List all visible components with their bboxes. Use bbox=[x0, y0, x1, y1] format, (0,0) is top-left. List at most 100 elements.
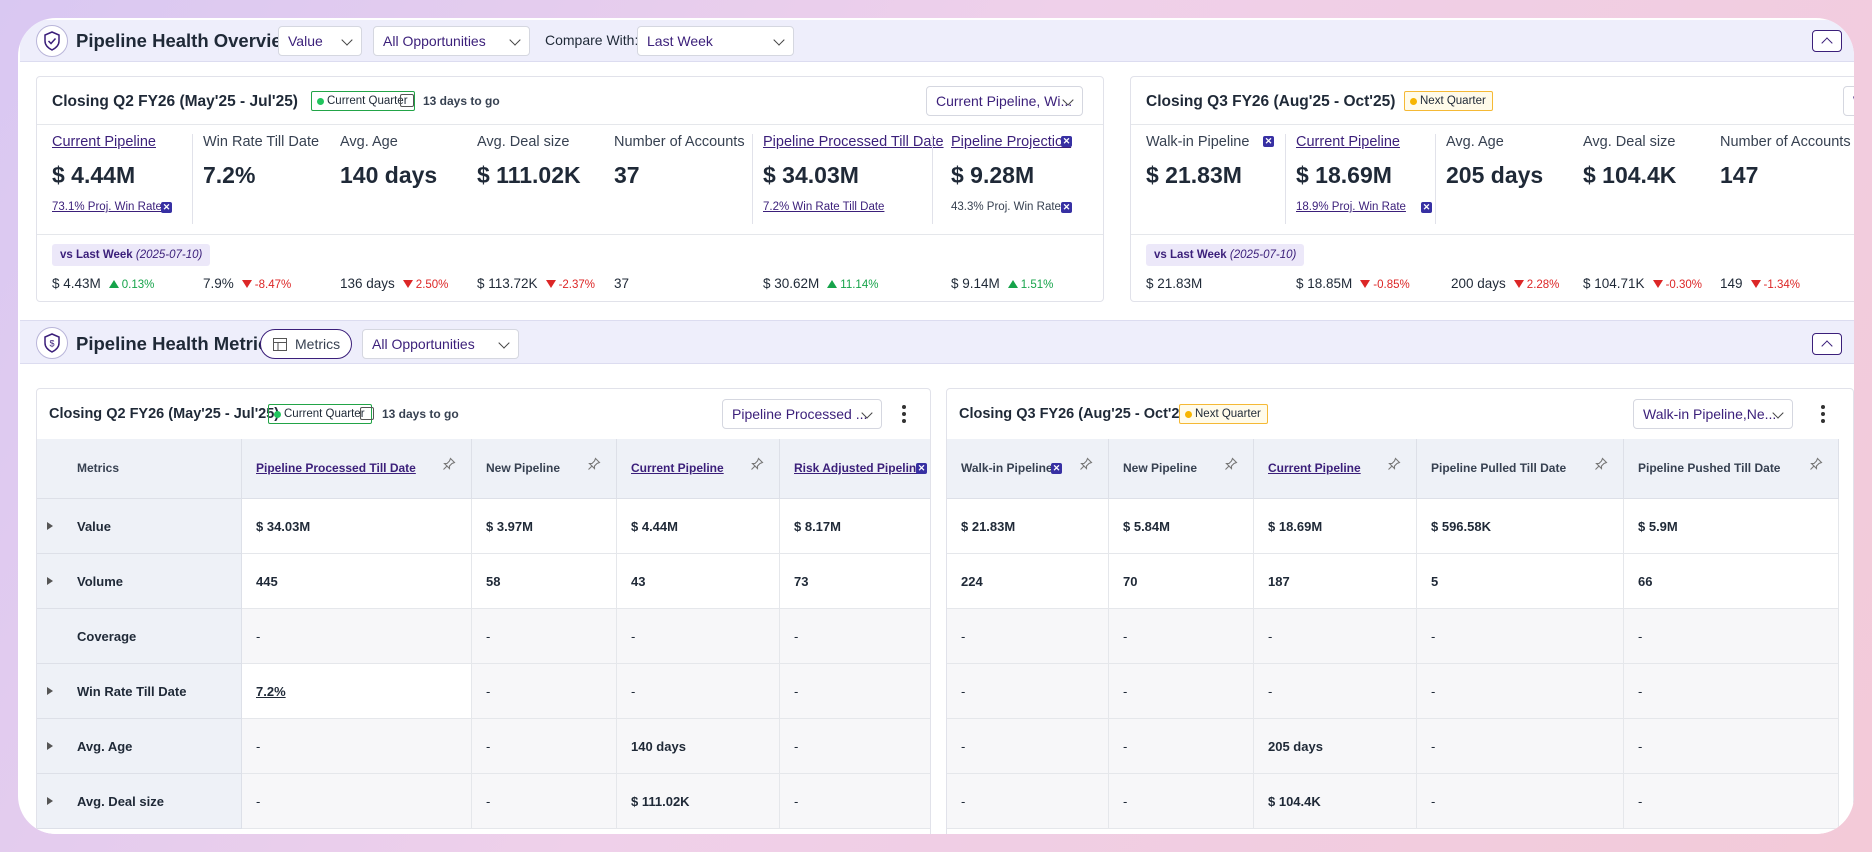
kpi-value: $ 9.28M bbox=[951, 162, 1035, 188]
pin-icon[interactable] bbox=[1387, 457, 1401, 471]
svg-text:$: $ bbox=[49, 339, 54, 349]
column-header[interactable]: Risk Adjusted Pipeline ✕ bbox=[780, 439, 930, 499]
column-header[interactable]: Current Pipeline bbox=[1254, 439, 1417, 499]
kpi-label: Avg. Age bbox=[340, 134, 398, 150]
kpi-label[interactable]: Current Pipeline bbox=[1296, 134, 1400, 150]
compare-select[interactable]: Last Week bbox=[637, 26, 794, 56]
divider bbox=[1435, 134, 1436, 224]
opportunities-select[interactable]: All Opportunities bbox=[373, 26, 530, 56]
column-header[interactable]: Pipeline Pushed Till Date bbox=[1624, 439, 1839, 499]
column-header[interactable]: New Pipeline bbox=[1109, 439, 1254, 499]
cell-value: - bbox=[486, 684, 491, 699]
q2-metrics-view-label: Pipeline Processed ... bbox=[732, 406, 868, 422]
row-label[interactable]: Volume bbox=[37, 554, 242, 609]
pin-icon[interactable] bbox=[1079, 457, 1093, 471]
kpi-label[interactable]: Pipeline Projection bbox=[951, 134, 1072, 150]
metrics-view-button[interactable]: Metrics bbox=[260, 329, 352, 359]
cell-value: 73 bbox=[794, 574, 809, 589]
cell-value: - bbox=[631, 684, 636, 699]
q2-card-title: Closing Q2 FY26 (May'25 - Jul'25) bbox=[52, 93, 298, 110]
app-content: Pipeline Health Overview Value All Oppor… bbox=[20, 20, 1854, 834]
table-cell: - bbox=[1624, 664, 1839, 719]
pin-icon[interactable] bbox=[587, 457, 601, 471]
overview-title: Pipeline Health Overview bbox=[76, 30, 297, 51]
pin-icon[interactable] bbox=[1809, 457, 1823, 471]
status-dot-icon bbox=[317, 98, 324, 105]
cell-value: - bbox=[794, 739, 799, 754]
row-label[interactable]: Avg. Age bbox=[37, 719, 242, 774]
kpi-label[interactable]: Current Pipeline bbox=[52, 134, 156, 150]
expand-caret-icon[interactable] bbox=[47, 577, 53, 585]
change-percent: -0.30% bbox=[1665, 279, 1702, 291]
column-header[interactable]: New Pipeline bbox=[472, 439, 617, 499]
row-label[interactable]: Win Rate Till Date bbox=[37, 664, 242, 719]
metrics-logo-icon: $ bbox=[36, 327, 68, 359]
q3-overview-card: Closing Q3 FY26 (Aug'25 - Oct'25) Next Q… bbox=[1130, 76, 1854, 302]
column-header[interactable]: Pipeline Processed Till Date bbox=[242, 439, 472, 499]
calendar-icon bbox=[360, 407, 374, 420]
table-cell: $ 34.03M bbox=[242, 499, 472, 554]
column-header[interactable]: Pipeline Pulled Till Date bbox=[1417, 439, 1624, 499]
collapse-metrics-button[interactable] bbox=[1812, 333, 1842, 355]
collapse-overview-button[interactable] bbox=[1812, 30, 1842, 52]
pin-icon[interactable] bbox=[442, 457, 456, 471]
row-label[interactable]: Coverage bbox=[37, 609, 242, 664]
column-header[interactable]: Walk-in Pipeline ✕ bbox=[947, 439, 1109, 499]
expand-caret-icon[interactable] bbox=[47, 522, 53, 530]
table-cell: - bbox=[472, 774, 617, 829]
cell-value: - bbox=[1123, 739, 1128, 754]
q2-metrics-view-select[interactable]: Pipeline Processed ... bbox=[722, 399, 882, 429]
pin-icon[interactable] bbox=[750, 457, 764, 471]
compare-value: $ 104.71K -0.30% bbox=[1583, 276, 1702, 291]
row-label-text: Volume bbox=[77, 574, 123, 589]
metrics-title: Pipeline Health Metrics bbox=[76, 333, 279, 354]
table-cell: - bbox=[1417, 774, 1624, 829]
compare-value: $ 4.43M 0.13% bbox=[52, 276, 154, 291]
cell-value: $ 596.58K bbox=[1431, 519, 1491, 534]
table-cell: - bbox=[1109, 719, 1254, 774]
q2-overview-card: Closing Q2 FY26 (May'25 - Jul'25) Curren… bbox=[36, 76, 1104, 302]
kpi-sub[interactable]: 7.2% Win Rate Till Date bbox=[763, 201, 885, 213]
compare-amount: 149 bbox=[1720, 276, 1743, 291]
kpi-label[interactable]: Pipeline Processed Till Date bbox=[763, 134, 944, 150]
badge-label: Next Quarter bbox=[1195, 408, 1261, 420]
expand-caret-icon[interactable] bbox=[47, 742, 53, 750]
compare-value: 7.9% -8.47% bbox=[203, 276, 291, 291]
q3-view-select[interactable]: Wa bbox=[1843, 86, 1854, 116]
more-options-icon[interactable] bbox=[1821, 412, 1825, 416]
comparison-date: (2025-07-10) bbox=[1229, 249, 1297, 261]
table-cell: - bbox=[780, 774, 930, 829]
info-icon: ✕ bbox=[1263, 136, 1274, 147]
expand-caret-icon[interactable] bbox=[47, 797, 53, 805]
q3-metrics-view-select[interactable]: Walk-in Pipeline,Ne... bbox=[1633, 399, 1793, 429]
kpi-label: Avg. Age bbox=[1446, 134, 1504, 150]
row-label[interactable]: Avg. Deal size bbox=[37, 774, 242, 829]
pin-icon[interactable] bbox=[1594, 457, 1608, 471]
divider bbox=[37, 234, 1103, 235]
cell-value: - bbox=[486, 794, 491, 809]
comparison-label: vs Last Week (2025-07-10) bbox=[1146, 244, 1305, 266]
q2-view-select[interactable]: Current Pipeline, Wi... bbox=[926, 86, 1083, 116]
row-label-text: Avg. Deal size bbox=[77, 794, 164, 809]
compare-value: 149 -1.34% bbox=[1720, 276, 1800, 291]
chevron-down-icon bbox=[498, 337, 510, 349]
row-label[interactable]: Value bbox=[37, 499, 242, 554]
expand-caret-icon[interactable] bbox=[47, 687, 53, 695]
table-cell: - bbox=[472, 609, 617, 664]
value-select[interactable]: Value bbox=[278, 26, 362, 56]
more-options-icon[interactable] bbox=[902, 412, 906, 416]
more-options-icon[interactable] bbox=[1103, 99, 1104, 103]
column-header[interactable]: Current Pipeline bbox=[617, 439, 780, 499]
table-cell[interactable]: 7.2% bbox=[242, 664, 472, 719]
change-percent: -8.47% bbox=[254, 279, 292, 291]
cell-value: $ 8.17M bbox=[794, 519, 841, 534]
pin-icon[interactable] bbox=[1224, 457, 1238, 471]
table-cell: $ 4.44M bbox=[617, 499, 780, 554]
metrics-opportunities-select[interactable]: All Opportunities bbox=[362, 329, 519, 359]
kpi-sub[interactable]: 73.1% Proj. Win Rate bbox=[52, 201, 162, 213]
kpi-value: 37 bbox=[614, 162, 640, 188]
metrics-header: $ Pipeline Health Metrics Metrics All Op… bbox=[20, 320, 1854, 364]
divider bbox=[932, 134, 933, 224]
table-cell: - bbox=[617, 609, 780, 664]
kpi-sub[interactable]: 18.9% Proj. Win Rate bbox=[1296, 201, 1406, 213]
